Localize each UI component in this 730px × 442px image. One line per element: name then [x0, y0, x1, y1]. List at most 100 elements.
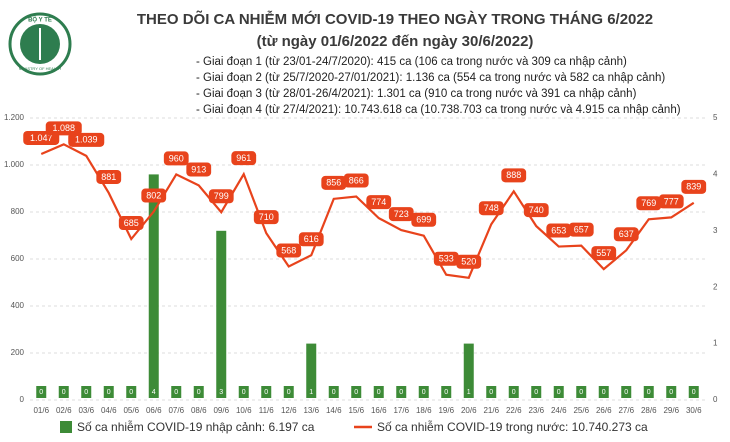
- value-label-box: [45, 121, 82, 136]
- bar-label: 0: [557, 389, 561, 396]
- x-tick-label: 04/6: [101, 406, 117, 415]
- y-tick-label: 200: [11, 348, 25, 357]
- value-label: 699: [416, 215, 431, 225]
- x-tick-label: 21/6: [483, 406, 499, 415]
- x-tick-label: 19/6: [438, 406, 454, 415]
- value-label: 777: [664, 196, 679, 206]
- value-label: 774: [371, 197, 386, 207]
- bar-label: 0: [287, 389, 291, 396]
- bar-label: 0: [602, 389, 606, 396]
- bar: [148, 174, 159, 398]
- value-label-box: [523, 203, 549, 218]
- bar-label: 0: [39, 389, 43, 396]
- value-label: 888: [506, 170, 521, 180]
- value-label-box: [343, 173, 369, 188]
- value-label: 685: [124, 218, 139, 228]
- value-label-box: [163, 151, 189, 166]
- bar-label: 1: [467, 389, 471, 396]
- bar-label: 0: [377, 389, 381, 396]
- y2-tick-label: 1: [713, 339, 718, 348]
- x-tick-label: 26/6: [596, 406, 612, 415]
- value-label-box: [456, 254, 482, 269]
- bar-label: 0: [174, 389, 178, 396]
- bar-label: 0: [624, 389, 628, 396]
- logo: BỘ Y TẾ MINISTRY OF HEALTH: [8, 12, 72, 76]
- bar: [463, 343, 474, 398]
- y-tick-label: 1.200: [4, 113, 25, 122]
- x-tick-label: 12/6: [281, 406, 297, 415]
- value-label-box: [298, 232, 324, 247]
- bar: [621, 386, 632, 398]
- y2-tick-label: 3: [713, 226, 718, 235]
- bar-label: 0: [129, 389, 133, 396]
- bar: [553, 386, 564, 398]
- value-label: 710: [259, 212, 274, 222]
- x-tick-label: 09/6: [213, 406, 229, 415]
- value-label-box: [141, 188, 167, 203]
- x-tick-label: 16/6: [371, 406, 387, 415]
- value-label-box: [411, 212, 437, 227]
- legend-label: Số ca nhiễm COVID-19 nhập cảnh: 6.197 ca: [77, 419, 315, 434]
- y-tick-label: 400: [11, 301, 25, 310]
- bar-label: 0: [84, 389, 88, 396]
- value-label: 653: [551, 225, 566, 235]
- logo-bottom: MINISTRY OF HEALTH: [19, 66, 61, 71]
- bar: [238, 386, 249, 398]
- x-tick-label: 15/6: [348, 406, 364, 415]
- note: - Giai đoạn 1 (từ 23/01-24/7/2020): 415 …: [196, 56, 627, 68]
- bar-label: 0: [669, 389, 673, 396]
- value-label: 533: [439, 254, 454, 264]
- bar: [328, 386, 339, 398]
- bar-label: 3: [219, 389, 223, 396]
- x-tick-label: 25/6: [573, 406, 589, 415]
- value-label-box: [613, 227, 639, 242]
- x-tick-label: 14/6: [326, 406, 342, 415]
- y-tick-label: 0: [20, 395, 25, 404]
- bar: [598, 386, 609, 398]
- y2-tick-label: 2: [713, 282, 718, 291]
- bar: [418, 386, 429, 398]
- value-label: 1.047: [30, 133, 53, 143]
- value-label-box: [186, 162, 212, 177]
- value-label: 1.088: [52, 123, 75, 133]
- chart-title: THEO DÕI CA NHIỄM MỚI COVID-19 THEO NGÀY…: [137, 10, 653, 28]
- value-label: 961: [236, 153, 251, 163]
- value-label: 856: [326, 178, 341, 188]
- value-label: 881: [101, 172, 116, 182]
- value-label-box: [253, 210, 279, 225]
- x-tick-label: 17/6: [393, 406, 409, 415]
- bar: [216, 230, 227, 398]
- bar: [58, 386, 69, 398]
- bar: [261, 386, 272, 398]
- x-tick-label: 08/6: [191, 406, 207, 415]
- bar: [576, 386, 587, 398]
- bar-label: 0: [534, 389, 538, 396]
- value-label: 960: [169, 153, 184, 163]
- value-label: 657: [574, 224, 589, 234]
- value-label-box: [276, 243, 302, 258]
- value-label: 799: [214, 191, 229, 201]
- bar: [306, 343, 317, 398]
- bar: [373, 386, 384, 398]
- y2-tick-label: 5: [713, 113, 718, 122]
- value-label-box: [118, 216, 144, 231]
- x-tick-label: 30/6: [686, 406, 702, 415]
- bar: [283, 386, 294, 398]
- bar-label: 1: [309, 389, 313, 396]
- bar-label: 0: [354, 389, 358, 396]
- value-label: 748: [484, 203, 499, 213]
- y-tick-label: 800: [11, 207, 25, 216]
- bar: [531, 386, 542, 398]
- value-label: 616: [304, 234, 319, 244]
- bar: [688, 386, 699, 398]
- x-tick-label: 01/6: [33, 406, 49, 415]
- x-tick-label: 20/6: [461, 406, 477, 415]
- value-label: 839: [686, 182, 701, 192]
- logo-top: BỘ Y TẾ: [28, 16, 52, 24]
- y-tick-label: 1.000: [4, 160, 25, 169]
- value-label-box: [636, 196, 662, 211]
- bar: [666, 386, 677, 398]
- legend-swatch: [60, 421, 72, 433]
- bar: [441, 386, 452, 398]
